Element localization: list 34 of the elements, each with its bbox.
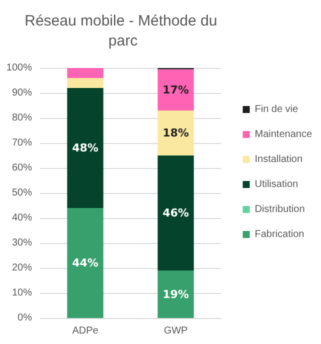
y-tick-label: 100% (6, 62, 32, 74)
y-tick-label: 20% (12, 262, 32, 274)
data-label: 19% (162, 288, 189, 301)
legend-label: Utilisation (254, 179, 298, 190)
x-tick-label: ADPe (72, 326, 99, 336)
bar (67, 78, 104, 88)
y-tick-label: 30% (12, 238, 32, 248)
bar (158, 156, 194, 270)
bar (158, 69, 194, 110)
x-tick-label: GWP (164, 326, 188, 336)
data-label: 46% (162, 206, 189, 220)
data-label: 17% (162, 83, 189, 96)
legend-label: Distribution (254, 204, 305, 215)
bar (158, 110, 194, 156)
y-tick-label: 40% (12, 212, 32, 224)
bar (67, 68, 104, 78)
bar (158, 270, 194, 318)
legend-label: Fin de vie (254, 104, 299, 115)
legend-label: Maintenance (254, 129, 312, 140)
legend-label: Installation (254, 154, 303, 165)
y-tick-label: 70% (12, 138, 32, 148)
y-tick-label: 60% (12, 162, 32, 174)
data-label: 18% (162, 126, 189, 140)
data-label: 48% (72, 142, 98, 154)
y-tick-label: 0% (18, 312, 32, 324)
y-tick-label: 10% (12, 288, 32, 298)
y-tick-label: 50% (12, 188, 32, 198)
y-tick-label: 90% (12, 88, 32, 98)
y-tick-label: 80% (12, 112, 32, 124)
bar (67, 208, 104, 318)
chart-title: Réseau mobile - Méthode du parc (24, 12, 222, 50)
bar (67, 88, 104, 208)
legend-label: Fabrication (254, 229, 304, 240)
data-label: 44% (72, 256, 98, 270)
